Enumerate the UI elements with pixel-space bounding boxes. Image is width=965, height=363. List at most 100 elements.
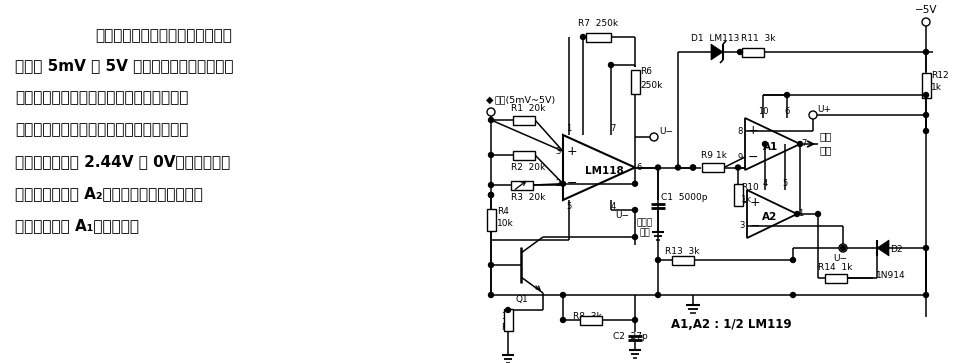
Text: 6: 6: [785, 107, 789, 116]
Bar: [825, 273, 847, 282]
Text: 1: 1: [566, 124, 571, 133]
Circle shape: [609, 62, 614, 68]
Circle shape: [790, 257, 795, 262]
Text: R5: R5: [501, 323, 513, 332]
Text: 7: 7: [610, 124, 616, 133]
Circle shape: [691, 165, 696, 170]
Circle shape: [632, 234, 638, 240]
Circle shape: [655, 165, 660, 170]
Text: 10k: 10k: [497, 220, 513, 228]
Circle shape: [632, 208, 638, 212]
Circle shape: [632, 181, 638, 186]
Text: 6: 6: [636, 163, 642, 172]
Text: C2  27p: C2 27p: [613, 332, 648, 341]
Bar: [922, 73, 930, 98]
Text: A2: A2: [762, 212, 777, 222]
Circle shape: [924, 49, 928, 54]
Circle shape: [488, 192, 493, 197]
Circle shape: [506, 307, 510, 313]
Text: D1  LM113: D1 LM113: [691, 34, 739, 43]
Text: 度低时，比较器 A₂驱动负载；要求输出幅度: 度低时，比较器 A₂驱动负载；要求输出幅度: [15, 186, 203, 201]
Circle shape: [809, 111, 817, 119]
Text: 输出: 输出: [640, 228, 650, 237]
Circle shape: [561, 318, 565, 322]
Text: R7  250k: R7 250k: [578, 19, 619, 28]
Circle shape: [762, 142, 767, 147]
Circle shape: [924, 93, 928, 98]
Bar: [513, 115, 535, 125]
Text: +: +: [750, 196, 760, 208]
Text: 値准确地调节到 2.44V 和 0V。要求输出幅: 値准确地调节到 2.44V 和 0V。要求输出幅: [15, 154, 231, 169]
Text: A1: A1: [763, 142, 778, 152]
Text: 1N914: 1N914: [876, 270, 905, 280]
Text: 方波: 方波: [820, 131, 833, 141]
Circle shape: [839, 244, 847, 252]
Text: −: −: [567, 177, 577, 190]
Text: R6: R6: [640, 68, 652, 77]
Text: 3: 3: [556, 147, 561, 156]
Text: +: +: [748, 125, 758, 138]
Text: R10: R10: [741, 184, 758, 192]
Text: ◆: ◆: [486, 95, 493, 105]
Text: R9 1k: R9 1k: [701, 151, 727, 159]
Text: D2: D2: [890, 245, 902, 254]
Circle shape: [488, 118, 493, 122]
Text: 4: 4: [611, 202, 616, 211]
Text: R8  3k: R8 3k: [573, 312, 602, 321]
Text: 高时，比较器 A₁驱动负载。: 高时，比较器 A₁驱动负载。: [15, 218, 139, 233]
Bar: [504, 309, 512, 331]
Text: R2  20k: R2 20k: [511, 163, 545, 172]
Circle shape: [735, 165, 740, 170]
Bar: [511, 180, 533, 189]
Bar: [672, 256, 694, 265]
Text: 同相输入端的参考电压，把三角波输出的峰: 同相输入端的参考电压，把三角波输出的峰: [15, 122, 188, 137]
Text: 1: 1: [798, 209, 803, 219]
Text: 7: 7: [801, 139, 807, 148]
Bar: [702, 163, 724, 172]
Text: −: −: [748, 151, 758, 163]
Circle shape: [691, 165, 696, 170]
Text: R12: R12: [931, 70, 949, 79]
Circle shape: [797, 142, 803, 147]
Text: 输出: 输出: [820, 145, 833, 155]
Bar: [513, 151, 535, 159]
Text: 1k: 1k: [931, 83, 942, 93]
Text: 10: 10: [758, 107, 768, 116]
Circle shape: [581, 34, 586, 40]
Circle shape: [488, 152, 493, 158]
Text: R13  3k: R13 3k: [665, 248, 700, 257]
Circle shape: [794, 212, 799, 216]
Text: 2: 2: [740, 197, 745, 207]
Polygon shape: [711, 44, 723, 60]
Text: U−: U−: [615, 211, 629, 220]
Bar: [742, 48, 764, 57]
Circle shape: [561, 293, 565, 298]
Text: 2: 2: [556, 179, 561, 188]
Bar: [580, 315, 602, 325]
Text: R11  3k: R11 3k: [741, 34, 776, 43]
Text: 波的振荡频率，并具有良好的线性。比较器: 波的振荡频率，并具有良好的线性。比较器: [15, 90, 188, 105]
Circle shape: [487, 108, 495, 116]
Circle shape: [924, 113, 928, 118]
Text: −: −: [750, 220, 760, 232]
Text: 三角波: 三角波: [637, 218, 653, 227]
Text: −5V: −5V: [915, 5, 937, 15]
Circle shape: [655, 257, 660, 262]
Circle shape: [488, 262, 493, 268]
Text: U−: U−: [659, 127, 673, 136]
Circle shape: [488, 192, 493, 197]
Text: 制电压 5mV 至 5V 时，可以控制方波或三角: 制电压 5mV 至 5V 时，可以控制方波或三角: [15, 58, 234, 73]
Circle shape: [922, 18, 930, 26]
Text: 250k: 250k: [640, 81, 662, 90]
Circle shape: [488, 183, 493, 188]
Circle shape: [561, 181, 565, 186]
Circle shape: [488, 293, 493, 298]
Text: 3k: 3k: [502, 312, 512, 321]
Text: 1k: 1k: [741, 196, 752, 204]
Text: LM118: LM118: [585, 166, 623, 175]
Circle shape: [650, 133, 658, 141]
Text: 方波、三角波压控振荡器　直流控: 方波、三角波压控振荡器 直流控: [95, 28, 232, 43]
Text: R1  20k: R1 20k: [511, 104, 545, 113]
Text: 9: 9: [738, 152, 743, 162]
Text: 5: 5: [566, 202, 571, 211]
